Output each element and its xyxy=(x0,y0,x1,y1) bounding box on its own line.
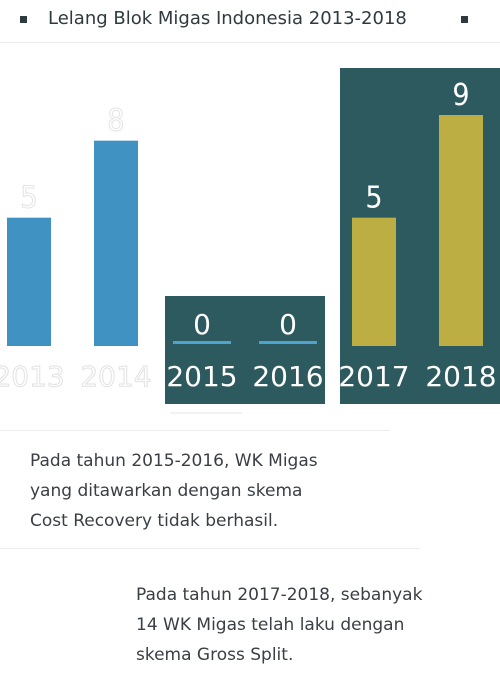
chart-title: Lelang Blok Migas Indonesia 2013-2018 xyxy=(48,8,407,29)
value-label-2013: 5 xyxy=(20,181,37,216)
divider xyxy=(0,548,420,549)
bar-2014 xyxy=(94,140,138,346)
caption-line: Cost Recovery tidak berhasil. xyxy=(30,511,279,531)
caption-line: 14 WK Migas telah laku dengan xyxy=(136,615,405,635)
zero-bar-2016 xyxy=(259,341,317,344)
bar-2018 xyxy=(439,115,483,346)
category-label-2016: 2016 xyxy=(252,360,323,393)
value-label-2018: 9 xyxy=(452,78,469,113)
zero-bar-2015 xyxy=(173,341,231,344)
bullet-icon xyxy=(461,16,468,23)
caption-line: Pada tahun 2015-2016, WK Migas xyxy=(30,451,318,471)
value-label-2014: 8 xyxy=(107,104,124,139)
category-label-2013: 2013 xyxy=(0,360,65,393)
title-row: Lelang Blok Migas Indonesia 2013-2018 xyxy=(0,0,500,40)
caption-line: skema Gross Split. xyxy=(136,645,294,665)
caption-line: yang ditawarkan dengan skema xyxy=(30,481,303,501)
value-label-2017: 5 xyxy=(365,181,382,216)
category-label-2015: 2015 xyxy=(166,360,237,393)
bar-2017 xyxy=(352,217,396,346)
value-label-2015: 0 xyxy=(193,308,211,341)
category-label-2017: 2017 xyxy=(338,360,409,393)
bar-2013 xyxy=(7,217,51,346)
category-label-2014: 2014 xyxy=(80,360,151,393)
caption-line: Pada tahun 2017-2018, sebanyak xyxy=(136,585,423,605)
bullet-icon xyxy=(20,16,27,23)
cost-recovery-panel xyxy=(165,296,325,404)
caption-cost-recovery: Pada tahun 2015-2016, WK Migas yang dita… xyxy=(30,446,318,536)
divider xyxy=(0,430,390,431)
value-label-2016: 0 xyxy=(279,308,297,341)
caption-gross-split: Pada tahun 2017-2018, sebanyak 14 WK Mig… xyxy=(136,580,422,670)
category-label-2018: 2018 xyxy=(425,360,496,393)
divider xyxy=(0,42,500,43)
